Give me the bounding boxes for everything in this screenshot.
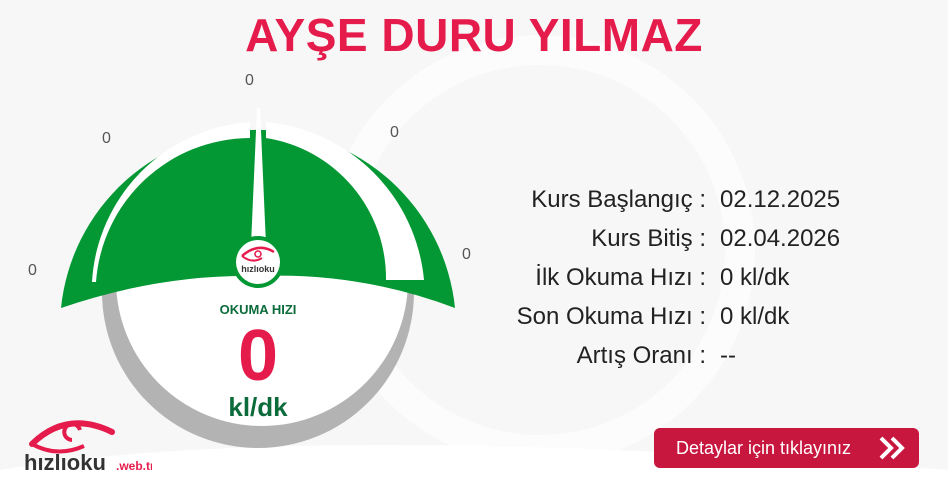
gauge-inner-band-left (92, 122, 250, 282)
details-button[interactable]: Detaylar için tıklayınız (654, 428, 919, 468)
speed-gauge: hızlıoku (61, 108, 455, 448)
center-logo-badge (236, 240, 280, 284)
student-name-title: AYŞE DURU YILMAZ (245, 9, 703, 61)
eye-logo-icon (241, 246, 275, 257)
double-chevron-right-icon (879, 436, 905, 460)
svg-text:hızlıoku: hızlıoku (24, 450, 106, 474)
info-row-start: Kurs Başlangıç :02.12.2025 (531, 185, 841, 213)
info-row-first-speed: İlk Okuma Hızı :0 kl/dk (535, 263, 790, 291)
gauge-tick-label: 0 (28, 262, 37, 279)
svg-text:.web.tr: .web.tr (116, 459, 152, 473)
gauge-tick-label: 0 (462, 246, 471, 263)
gauge-label: OKUMA HIZI (219, 302, 297, 317)
gauge-tick-label: 0 (390, 124, 399, 141)
brand-logo: hızlıoku .web.tr (22, 410, 155, 479)
gauge-unit: kl/dk (228, 392, 288, 422)
info-row-end: Kurs Bitiş :02.04.2026 (591, 224, 841, 252)
gauge-inner-band-right (266, 122, 424, 280)
gauge-needle (251, 108, 266, 245)
info-row-increase: Artış Oranı : -- (576, 341, 736, 369)
svg-text:hızlıoku: hızlıoku (241, 264, 275, 274)
course-info: Kurs Başlangıç :02.12.2025 Kurs Bitiş :0… (480, 180, 841, 375)
gauge-value: 0 (237, 316, 279, 396)
info-row-last-speed: Son Okuma Hızı :0 kl/dk (516, 302, 790, 330)
gauge-tick-label: 0 (245, 72, 254, 89)
gauge-tick-label: 0 (102, 130, 111, 147)
